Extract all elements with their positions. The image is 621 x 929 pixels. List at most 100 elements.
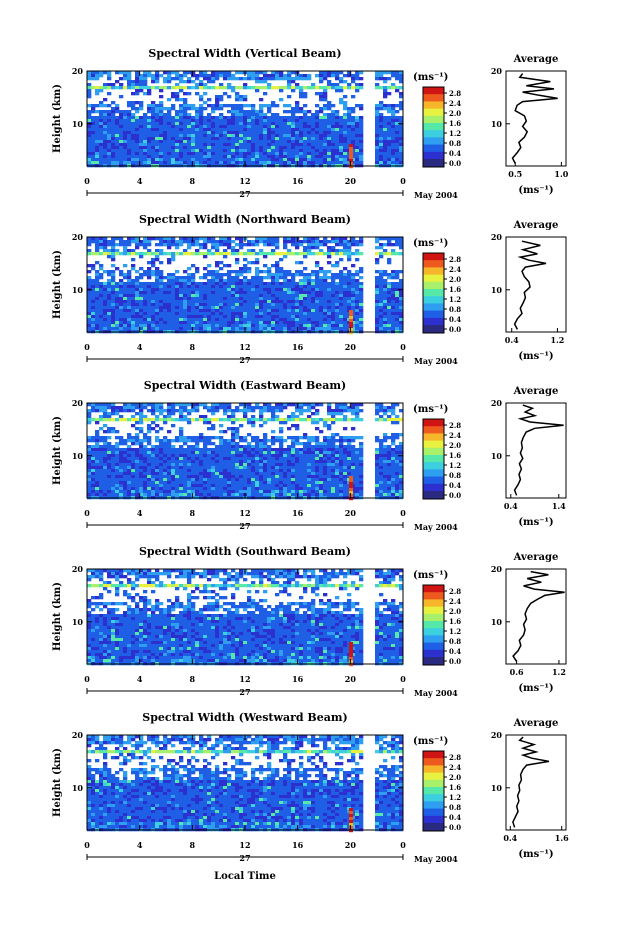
y-tick-label: 10 — [72, 451, 84, 461]
average-y-tick-label: 10 — [491, 617, 503, 627]
average-title: Average — [513, 718, 559, 729]
heatmap-field — [87, 403, 404, 501]
colorbar-tick-label: 2.8 — [449, 421, 461, 430]
colorbar-tick-label: 0.8 — [449, 803, 461, 812]
x-tick-label: 8 — [190, 840, 196, 850]
panel-4: Spectral Width (Southward Beam) 20 10 Heigh… — [52, 545, 567, 698]
colorbar-tick-label: 2.8 — [449, 587, 461, 596]
average-x-tick-label: 1.6 — [555, 833, 569, 843]
colorbar-tick-label: 0.0 — [449, 325, 461, 334]
colorbar-tick-label: 0.0 — [449, 159, 461, 168]
panel-5: Spectral Width (Westward Beam) 20 10 Height… — [52, 711, 569, 882]
x-tick-label: 20 — [345, 176, 357, 186]
x-tick-label: 8 — [190, 176, 196, 186]
average-y-tick-label: 10 — [491, 783, 503, 793]
x-tick-label: 20 — [345, 840, 357, 850]
x-tick-label: 12 — [239, 508, 250, 518]
colorbar-tick-label: 2.4 — [449, 597, 461, 606]
colorbar-tick-label: 0.4 — [449, 149, 461, 158]
colorbar — [422, 418, 445, 500]
colorbar-tick-label: 1.6 — [449, 617, 461, 626]
chart-title: Spectral Width (Southward Beam) — [139, 545, 351, 558]
colorbar-tick-label: 1.6 — [449, 783, 461, 792]
average-x-tick-label: 0.4 — [503, 833, 517, 843]
average-frame — [505, 734, 567, 831]
x-tick-label: 0 — [400, 674, 406, 684]
y-tick-label: 10 — [72, 783, 84, 793]
colorbar-tick-label: 1.2 — [449, 129, 461, 138]
colorbar-label: (ms⁻¹) — [413, 570, 448, 581]
x-tick-label: 8 — [190, 508, 196, 518]
average-x-tick-label: 0.5 — [508, 169, 522, 179]
x-tick-label: 8 — [190, 342, 196, 352]
colorbar-tick-label: 2.4 — [449, 265, 461, 274]
average-x-tick-label: 1.2 — [552, 667, 566, 677]
average-x-label: (ms⁻¹) — [518, 517, 553, 528]
heatmap-field — [87, 735, 404, 833]
colorbar-tick-label: 2.8 — [449, 89, 461, 98]
average-profile-line — [511, 73, 558, 164]
colorbar-tick-label: 0.8 — [449, 305, 461, 314]
date-month-year: May 2004 — [414, 688, 458, 698]
x-tick-label: 4 — [137, 840, 143, 850]
panel-1: Spectral Width (Vertical Beam) 20 10 Height… — [52, 47, 569, 200]
chart-title: Spectral Width (Westward Beam) — [142, 711, 347, 724]
colorbar-tick-label: 1.6 — [449, 119, 461, 128]
y-axis-label: Height (km) — [52, 416, 63, 485]
average-frame — [505, 70, 567, 167]
y-axis-label: Height (km) — [52, 582, 63, 651]
colorbar-tick-label: 0.8 — [449, 471, 461, 480]
x-tick-label: 4 — [137, 342, 143, 352]
colorbar-tick-label: 1.6 — [449, 285, 461, 294]
colorbar — [422, 750, 445, 832]
date-day-label: 27 — [239, 853, 250, 863]
average-profile-line — [513, 240, 547, 330]
x-tick-label: 0 — [84, 508, 90, 518]
colorbar-label: (ms⁻¹) — [413, 72, 448, 83]
y-tick-label: 20 — [72, 398, 84, 408]
average-x-tick-label: 0.4 — [504, 501, 518, 511]
x-tick-label: 4 — [137, 674, 143, 684]
x-tick-label: 0 — [400, 508, 406, 518]
average-title: Average — [513, 552, 559, 563]
x-tick-label: 16 — [292, 508, 304, 518]
x-tick-label: 0 — [400, 342, 406, 352]
colorbar-tick-label: 1.2 — [449, 627, 461, 636]
average-profile-line — [512, 736, 550, 828]
y-tick-label: 10 — [72, 119, 84, 129]
colorbar-tick-label: 0.0 — [449, 491, 461, 500]
average-y-tick-label: 20 — [491, 564, 503, 574]
average-y-tick-label: 20 — [491, 66, 503, 76]
average-frame — [505, 568, 567, 665]
date-month-year: May 2004 — [414, 190, 458, 200]
colorbar-tick-label: 0.4 — [449, 315, 461, 324]
x-tick-label: 4 — [137, 508, 143, 518]
colorbar-tick-label: 2.4 — [449, 431, 461, 440]
x-tick-label: 12 — [239, 176, 250, 186]
x-tick-label: 0 — [84, 176, 90, 186]
x-tick-label: 0 — [400, 840, 406, 850]
colorbar-tick-label: 2.4 — [449, 99, 461, 108]
date-month-year: May 2004 — [414, 522, 458, 532]
y-tick-label: 20 — [72, 564, 84, 574]
x-tick-label: 16 — [292, 342, 304, 352]
x-tick-label: 0 — [84, 342, 90, 352]
colorbar-tick-label: 0.0 — [449, 657, 461, 666]
average-x-label: (ms⁻¹) — [518, 849, 553, 860]
x-tick-label: 0 — [84, 674, 90, 684]
average-y-tick-label: 10 — [491, 451, 503, 461]
colorbar-tick-label: 2.0 — [449, 275, 461, 284]
x-tick-label: 20 — [345, 508, 357, 518]
y-tick-label: 10 — [72, 285, 84, 295]
x-tick-label: 12 — [239, 342, 250, 352]
colorbar-tick-label: 2.4 — [449, 763, 461, 772]
x-tick-label: 16 — [292, 176, 304, 186]
x-tick-label: 0 — [84, 840, 90, 850]
average-y-tick-label: 10 — [491, 119, 503, 129]
colorbar-tick-label: 2.8 — [449, 255, 461, 264]
chart-title: Spectral Width (Northward Beam) — [139, 213, 351, 226]
chart-title: Spectral Width (Eastward Beam) — [144, 379, 346, 392]
x-tick-label: 20 — [345, 342, 357, 352]
average-y-tick-label: 20 — [491, 730, 503, 740]
panel-2: Spectral Width (Northward Beam) 20 10 Heigh… — [52, 213, 567, 366]
